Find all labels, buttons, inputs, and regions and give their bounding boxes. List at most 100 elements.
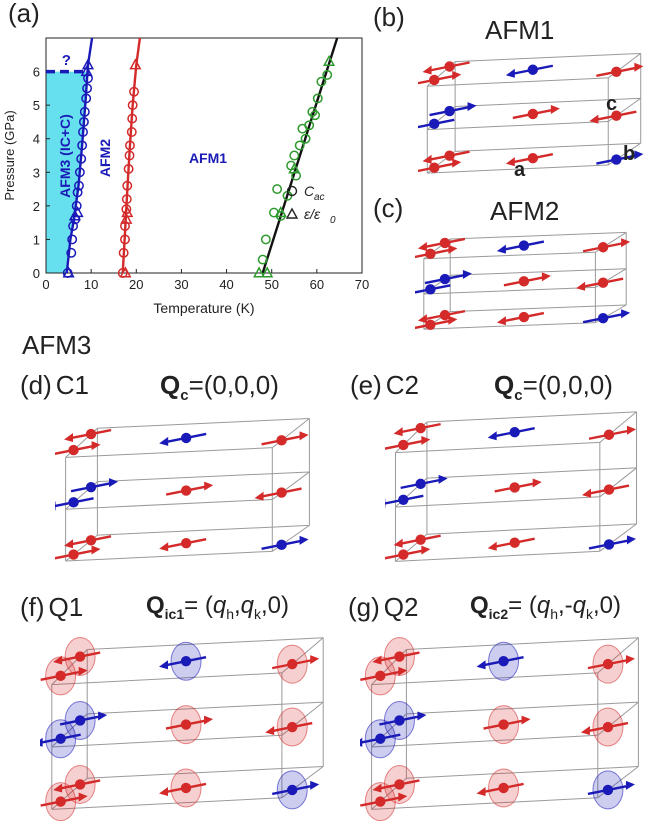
q-symbol: Q — [470, 592, 489, 619]
spin-arrowhead — [421, 545, 431, 555]
spin-arrowhead — [448, 244, 458, 254]
spin-arrowhead — [159, 542, 169, 552]
y-tick-label: 2 — [33, 199, 40, 214]
cell-edge — [97, 524, 310, 536]
cell-edge — [406, 701, 639, 715]
cell-edge — [450, 268, 627, 276]
data-point-circle — [68, 221, 79, 231]
spin-arrowhead — [634, 150, 644, 160]
afm3-heading: AFM3 — [22, 330, 92, 360]
panel-c-label: (c) — [373, 193, 404, 223]
spin-atom — [180, 782, 192, 794]
spin-atom — [85, 481, 97, 493]
data-point-triangle — [253, 266, 266, 278]
data-point-circle — [120, 234, 130, 245]
spin-arrowhead — [505, 68, 515, 78]
boundary-line — [121, 37, 142, 274]
spin-atom — [287, 721, 298, 733]
spin-atom — [425, 319, 436, 330]
spin-atom — [55, 796, 66, 807]
y-tick-label: 1 — [33, 232, 40, 247]
spin-arrowhead — [78, 792, 88, 802]
x-tick-label: 0 — [42, 277, 49, 292]
cell-edge — [65, 550, 273, 562]
panel-g-name: Q2 — [383, 592, 419, 622]
spin-atom — [527, 64, 539, 75]
legend-epsilon: ε/ε — [304, 206, 321, 222]
legend-circle-marker — [286, 185, 298, 197]
pressure-temperature-chart: 0 10 20 30 40 50 60 70 0 1 2 3 4 5 6 Temperature (K) Pre… — [2, 37, 369, 316]
cell-edge — [427, 77, 609, 87]
spin-arrowhead — [422, 65, 432, 75]
q-k: q — [572, 592, 587, 619]
spin-arrowhead — [55, 501, 56, 511]
spin-atom — [509, 427, 520, 438]
spin-atom — [375, 796, 386, 807]
panel-e-qvector: Qc=(0,0,0) — [494, 370, 613, 404]
q2-unit-cell — [360, 637, 639, 822]
spin-atom — [444, 61, 455, 72]
panel-f-qvector: Qic1= (qh,qk,0) — [146, 592, 289, 622]
spin-atom — [398, 549, 409, 560]
spin-atom — [611, 154, 622, 165]
spin-arrowhead — [627, 425, 637, 435]
data-point-circle — [118, 247, 129, 258]
spin-atom — [611, 110, 622, 121]
data-point-circle — [79, 106, 90, 117]
data-point-circle — [120, 221, 130, 231]
cell-edge — [426, 523, 637, 535]
spin-arrowhead — [476, 786, 486, 796]
c1-structure — [55, 417, 310, 562]
spin-atom — [394, 779, 405, 790]
afm2-structure — [415, 231, 631, 330]
spin-arrowhead — [422, 154, 432, 164]
spin-arrowhead — [372, 655, 382, 665]
q-close: ,0) — [261, 592, 290, 619]
cell-edge — [455, 97, 641, 107]
cell-edge — [406, 637, 639, 650]
spin-arrowhead — [487, 431, 497, 441]
data-point-circle — [122, 180, 133, 191]
data-point-triangle — [120, 212, 133, 224]
spin-atom — [74, 651, 86, 662]
spin-atom — [444, 150, 455, 161]
spin-arrowhead — [398, 666, 408, 676]
spin-arrowhead — [417, 711, 427, 721]
q-subscript: c — [180, 387, 189, 405]
panel-d-name: C1 — [55, 370, 90, 400]
data-point-circle — [316, 76, 327, 87]
spin-atom — [429, 74, 440, 86]
spin-arrowhead — [550, 104, 560, 114]
data-point-triangle — [119, 266, 132, 278]
data-point-triangle — [68, 209, 81, 221]
spin-atom — [425, 248, 436, 260]
panel-b-label: (b) — [373, 2, 405, 32]
spin-arrowhead — [621, 309, 631, 319]
spin-arrowhead — [621, 238, 631, 248]
panel-a-label: (a) — [8, 0, 40, 28]
spin-arrowhead — [580, 726, 590, 736]
q-h: q — [212, 592, 227, 619]
spin-atom — [415, 422, 426, 434]
panel-d-qvector: Qc=(0,0,0) — [160, 370, 279, 404]
spin-atom — [498, 719, 509, 730]
x-tick-label: 10 — [84, 277, 98, 292]
spin-arrowhead — [589, 114, 599, 124]
y-axis-label: Pressure (GPa) — [2, 110, 17, 200]
cell-edge — [426, 467, 637, 479]
spin-atom — [180, 432, 192, 444]
afm1-structure: c b a — [418, 52, 644, 181]
spin-atom — [55, 670, 66, 682]
q-subscript: ic2 — [488, 605, 509, 622]
cell-edge — [97, 417, 310, 429]
spin-arrowhead — [310, 655, 320, 665]
spin-arrowhead — [265, 726, 275, 736]
spin-atom — [425, 284, 436, 295]
cell-edge — [65, 447, 273, 458]
data-point-circle — [74, 167, 85, 178]
spin-arrowhead — [467, 102, 477, 112]
q-subscript: c — [514, 387, 523, 405]
c1-unit-cell — [55, 417, 310, 562]
data-point-circle — [125, 140, 135, 151]
spin-arrowhead — [64, 539, 74, 549]
